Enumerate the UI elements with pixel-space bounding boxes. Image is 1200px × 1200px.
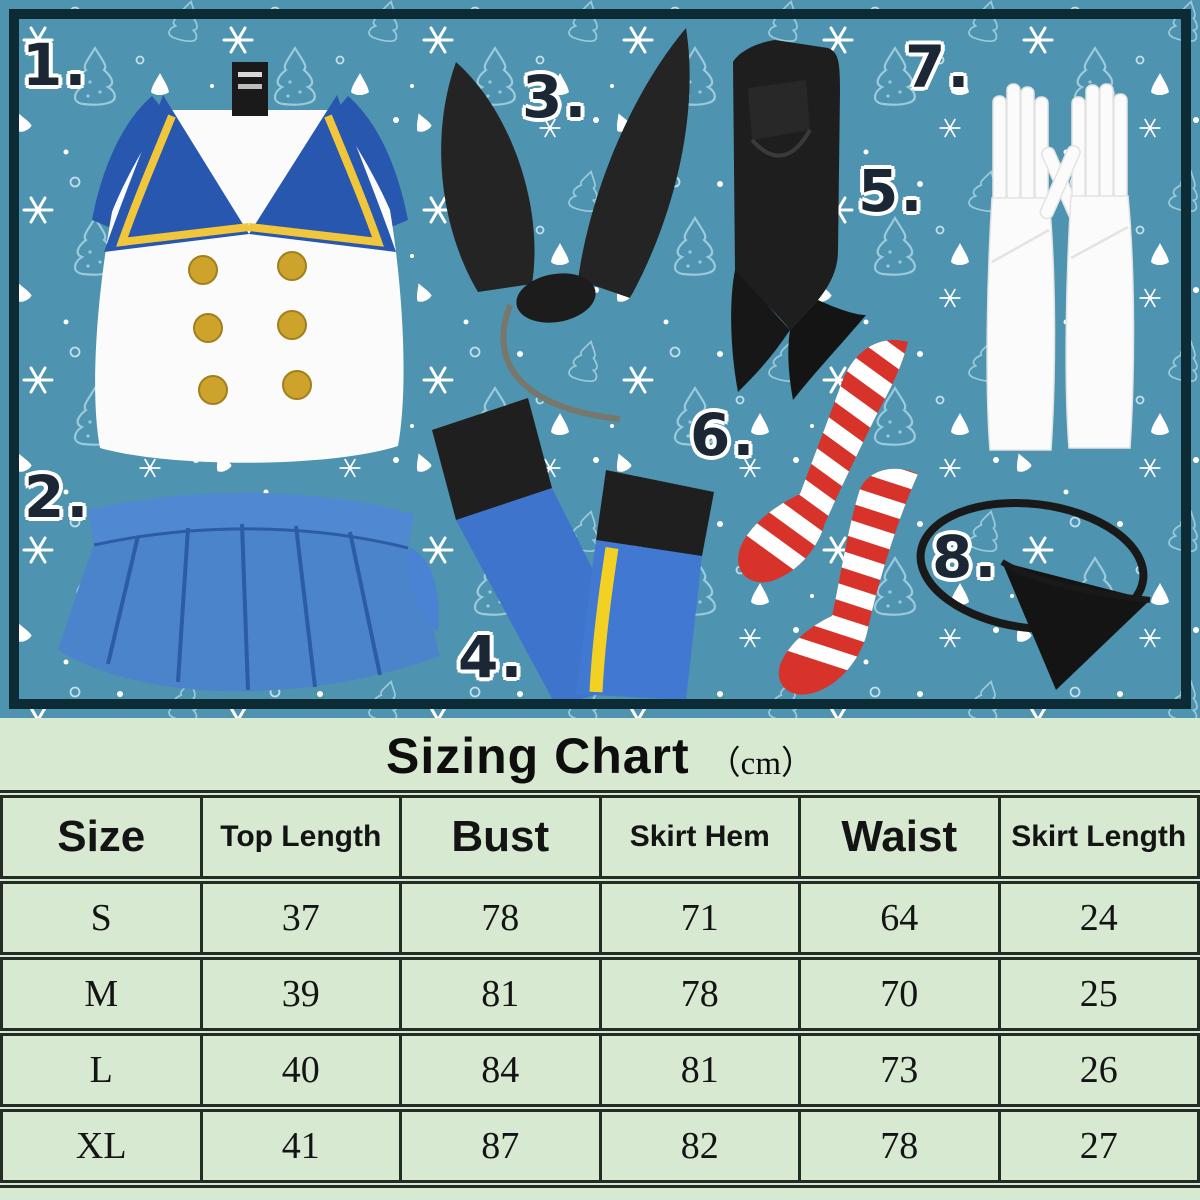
gold-buttons: [188, 251, 312, 405]
yellow-stripe: [589, 547, 619, 693]
neckerchief-photo: [731, 40, 866, 400]
column-header-skirt-length: Skirt Length: [997, 790, 1200, 884]
header-row: Size Top Length Bust Skirt Hem Waist Ski…: [0, 790, 1200, 884]
value-cell: 70: [798, 952, 1001, 1036]
headband-arc: [500, 303, 621, 422]
size-cell: S: [0, 876, 203, 960]
product-photo-collage: 1. 2. 3. 4. 5. 6. 7. 8.: [0, 0, 1200, 718]
value-cell: 27: [997, 1104, 1200, 1188]
column-header-waist: Waist: [798, 790, 1001, 884]
value-cell: 73: [798, 1028, 1001, 1112]
size-cell: L: [0, 1028, 203, 1112]
item-8-label: 8.: [932, 523, 999, 591]
value-cell: 84: [399, 1028, 602, 1112]
thong-photo: [916, 498, 1151, 690]
sailor-top-photo: [92, 62, 408, 463]
column-header-bust: Bust: [399, 790, 602, 884]
column-header-size: Size: [0, 790, 203, 884]
size-cell: M: [0, 952, 203, 1036]
item-6-label: 6.: [690, 401, 757, 469]
leg-sleeves-photo: [406, 398, 714, 706]
long-gloves-photo: [986, 83, 1135, 451]
photo-frame: [9, 9, 1191, 709]
table-row-m: M 39 81 78 70 25: [0, 952, 1200, 1036]
value-cell: 78: [399, 876, 602, 960]
column-header-skirt-hem: Skirt Hem: [598, 790, 801, 884]
table-row-xl: XL 41 87 82 78 27: [0, 1104, 1200, 1188]
value-cell: 24: [997, 876, 1200, 960]
item-4-label: 4.: [458, 623, 525, 691]
value-cell: 78: [798, 1104, 1001, 1188]
photo-illustration: [0, 0, 1200, 718]
value-cell: 82: [598, 1104, 801, 1188]
sizing-table: Size Top Length Bust Skirt Hem Waist Ski…: [0, 790, 1200, 1188]
value-cell: 64: [798, 876, 1001, 960]
sizing-table-body: S 37 78 71 64 24 M 39 81 78 70 25 L 40 8…: [0, 876, 1200, 1188]
sizing-chart-unit: （cm）: [707, 746, 814, 782]
table-row-l: L 40 84 81 73 26: [0, 1028, 1200, 1112]
value-cell: 25: [997, 952, 1200, 1036]
sizing-table-header: Size Top Length Bust Skirt Hem Waist Ski…: [0, 790, 1200, 884]
pleated-skirt-photo: [58, 492, 440, 692]
item-2-label: 2.: [24, 463, 91, 531]
item-7-label: 7.: [905, 33, 972, 101]
value-cell: 40: [199, 1028, 402, 1112]
value-cell: 78: [598, 952, 801, 1036]
column-header-top-length: Top Length: [199, 790, 402, 884]
value-cell: 71: [598, 876, 801, 960]
sizing-chart-section: Sizing Chart （cm） Size Top Length Bust S…: [0, 718, 1200, 1200]
bunny-ears-photo: [441, 28, 690, 422]
value-cell: 81: [399, 952, 602, 1036]
value-cell: 39: [199, 952, 402, 1036]
sizing-chart-title-row: Sizing Chart （cm）: [0, 718, 1200, 790]
value-cell: 41: [199, 1104, 402, 1188]
item-3-label: 3.: [522, 63, 589, 131]
item-1-label: 1.: [22, 31, 89, 99]
value-cell: 87: [399, 1104, 602, 1188]
value-cell: 37: [199, 876, 402, 960]
value-cell: 26: [997, 1028, 1200, 1112]
table-row-s: S 37 78 71 64 24: [0, 876, 1200, 960]
value-cell: 81: [598, 1028, 801, 1112]
size-cell: XL: [0, 1104, 203, 1188]
item-5-label: 5.: [858, 157, 925, 225]
sizing-chart-title: Sizing Chart: [385, 728, 690, 784]
